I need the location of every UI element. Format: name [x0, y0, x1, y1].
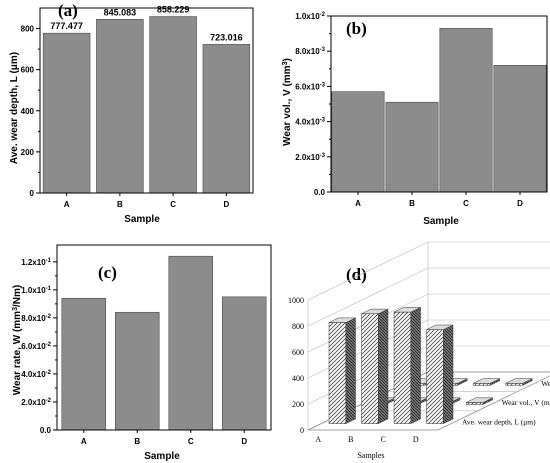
bar-a	[42, 32, 91, 194]
y-axis-title-c-base: Wear rate, W (mm	[12, 311, 23, 395]
bar-d	[222, 296, 267, 431]
bar-d	[493, 64, 547, 193]
data-label-a: 777.477	[50, 21, 83, 31]
x-tick-label-d: D	[241, 437, 247, 446]
x-tick-label-a: A	[355, 199, 361, 208]
series-label-1: Wear vol., V (mm3)	[502, 398, 550, 407]
x-tick-label-b: B	[409, 199, 415, 208]
y-axis-title-c-sup: 3	[12, 307, 19, 311]
x-axis-title-c: Sample	[144, 451, 180, 462]
plot-frame-c	[56, 244, 272, 431]
y-tick-label: 4.0x10-2	[21, 370, 51, 379]
data-label-c: 858.229	[157, 5, 190, 15]
grid-line-3d	[307, 241, 550, 301]
panel-letter-c: (c)	[98, 263, 117, 282]
y-tick-label: 400	[21, 107, 35, 116]
plot-frame-b	[330, 15, 548, 193]
bar3d-b-s0	[361, 308, 389, 425]
z-tick-label: 800	[292, 322, 304, 331]
y-tick-label: 4.0x10-3	[295, 118, 325, 127]
series-label-0: Ave. wear depth, L (μm)	[462, 417, 536, 426]
bar3d-d-s0	[426, 324, 454, 425]
y-tick-label: 8.0x10-3	[295, 47, 325, 56]
x-tick-label-c: C	[170, 200, 176, 209]
z-tick-label: 400	[292, 374, 304, 383]
y-tick-label: 6.0x10-3	[295, 82, 325, 91]
y-tick-label: 2.0x10-2	[21, 398, 51, 407]
bar-b	[115, 311, 160, 431]
y-tick-label: 0.0	[314, 188, 326, 197]
y-tick-label: 0.0	[40, 426, 52, 435]
bar3d-d-s2	[505, 378, 533, 386]
bar-c	[168, 255, 213, 431]
bar3d-a-s0	[328, 317, 356, 425]
bar3d-c-s2	[472, 378, 500, 386]
y-tick-label: 1.2x10-1	[21, 258, 51, 267]
bar-c	[439, 28, 493, 193]
plot-frame-a	[39, 7, 254, 194]
x-tick-label-d-c: C	[381, 435, 386, 444]
bar-a	[61, 297, 106, 431]
panel-letter-a: (a)	[58, 1, 78, 20]
panel-letter-b: (b)	[346, 19, 367, 38]
y-tick-label: 0	[30, 189, 35, 198]
bar-a	[331, 91, 385, 193]
grid-line-3d	[307, 267, 550, 327]
z-tick-label: 600	[292, 348, 304, 357]
y-axis-title-b: Wear vol., V (mm3)	[282, 58, 294, 146]
x-tick-label-a: A	[64, 200, 70, 209]
data-label-d: 723.016	[210, 32, 243, 42]
z-tick-label: 1000	[288, 296, 304, 305]
chart-d-3d-summary: (d) 0 200 400 600 800 1000 Wear rate, W (mm3/N…	[288, 241, 550, 460]
x-tick-label-d-a: A	[315, 435, 321, 444]
bar-b	[385, 101, 439, 193]
y-tick-label: 2.0x10-3	[295, 153, 325, 162]
chart-c-wear-rate: (c) Wear rate, W (mm3/Nm) Sample 0.0 2.0x…	[12, 244, 272, 462]
bar-b	[96, 18, 144, 194]
y-tick-label: 6.0x10-2	[21, 342, 51, 351]
y-axis-title-c: Wear rate, W (mm3/Nm)	[12, 285, 24, 395]
z-tick-label: 0	[300, 426, 304, 435]
y-tick-label: 1.0x10-1	[21, 286, 51, 295]
x-tick-label-d: D	[223, 200, 229, 209]
x-tick-label-d-b: B	[348, 435, 353, 444]
z-tick-label: 200	[292, 400, 304, 409]
bar3d-c-s0	[393, 307, 421, 425]
y-tick-label: 600	[21, 66, 35, 75]
x-axis-title-d: Samples	[357, 451, 384, 460]
x-tick-label-b: B	[134, 437, 140, 446]
x-tick-label-c: C	[463, 199, 469, 208]
x-tick-label-a: A	[81, 437, 87, 446]
bar3d-d-s1	[465, 397, 493, 405]
y-axis-title-b-sup: 3	[282, 61, 289, 65]
bar-c	[149, 16, 197, 194]
y-axis-title-c-end: /Nm)	[12, 285, 23, 307]
x-tick-label-d: D	[517, 199, 523, 208]
y-tick-label: 200	[21, 148, 35, 157]
x-axis-title-a: Sample	[124, 214, 160, 225]
x-tick-label-c: C	[188, 437, 194, 446]
bar-d	[202, 44, 251, 194]
y-axis-title-b-base: Wear vol., V (mm	[282, 65, 293, 146]
x-tick-label-b: B	[117, 200, 123, 209]
chart-b-wear-volume: (b) Wear vol., V (mm3) Sample 0.0 2.0x10-…	[282, 12, 548, 227]
y-axis-title-b-end: )	[282, 58, 293, 61]
y-tick-label: 8.0x10-2	[21, 314, 51, 323]
y-tick-label: 800	[21, 25, 35, 34]
x-axis-title-b: Sample	[423, 216, 459, 227]
data-label-b: 845.083	[104, 7, 137, 17]
panel-letter-d: (d)	[346, 265, 367, 284]
chart-a-wear-depth: (a) Ave. wear depth, L (μm) Sample 777.4…	[9, 1, 254, 225]
y-axis-title-a: Ave. wear depth, L (μm)	[9, 52, 20, 164]
series-label-2: Wear rate, W (mm3/Nm)	[541, 379, 550, 388]
y-tick-label: 1.0x10-2	[295, 12, 325, 21]
x-tick-label-d-d: D	[413, 435, 419, 444]
